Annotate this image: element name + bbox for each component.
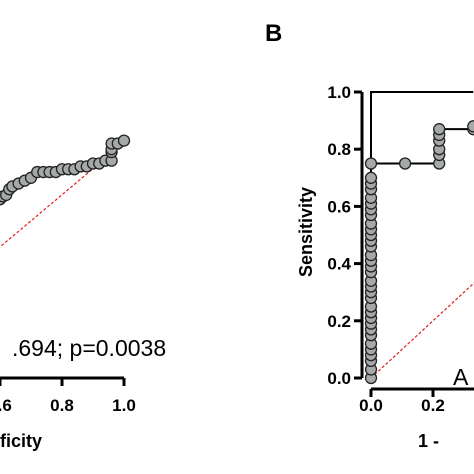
panel-b-point: [398, 157, 412, 170]
panel-a-roc: 0.6 0.8 1.0 .694; p=0.0038 ficity: [0, 134, 166, 451]
panel-a-x-ticks: 0.6 0.8 1.0: [0, 378, 136, 415]
panel-b-roc: B 0.0 0.2 0.4 0.6 0.8 1.0 0.0 0.2 A Sensitivit…: [265, 20, 474, 451]
panel-a-point: [117, 134, 131, 147]
panel-b-y-tick-label: 0.6: [327, 197, 351, 216]
panel-a-x-tick-label: 1.0: [112, 396, 136, 415]
panel-b-point: [433, 123, 446, 136]
panel-b-y-tick-label: 0.8: [327, 140, 351, 159]
panel-b-x-ticks: 0.0 0.2: [359, 389, 445, 415]
panel-a-reference-line: [0, 163, 100, 248]
panel-a-x-tick-label: 0.6: [0, 396, 12, 415]
panel-a-x-tick-label: 0.8: [50, 396, 74, 415]
panel-b-x-tick-label: 0.2: [421, 396, 445, 415]
panel-b-y-tick-label: 0.0: [327, 369, 351, 388]
panel-b-y-ticks: 0.0 0.2 0.4 0.6 0.8 1.0: [327, 83, 362, 388]
panel-a-auc-annotation: .694; p=0.0038: [12, 335, 166, 361]
panel-b-auc-annotation: A: [453, 364, 469, 390]
panel-b-x-tick-label: 0.0: [359, 396, 383, 415]
panel-b-point: [364, 157, 378, 170]
panel-b-label: B: [265, 20, 282, 47]
panel-b-x-axis-label: 1 -: [418, 431, 439, 451]
panel-a-x-axis-label: ficity: [0, 431, 42, 451]
panel-b-point: [467, 120, 474, 133]
panel-b-roc-curve: [370, 126, 474, 378]
panel-b-reference-line: [370, 282, 474, 379]
panel-b-y-axis-label: Sensitivity: [296, 187, 316, 277]
panel-b-y-tick-label: 0.4: [327, 255, 351, 274]
panel-b-roc-top-segment: [370, 91, 474, 164]
panel-b-y-tick-label: 0.2: [327, 312, 351, 331]
panel-b-point: [364, 171, 378, 184]
panel-b-points: [364, 120, 474, 385]
panel-a-points: [0, 134, 131, 206]
panel-b-y-tick-label: 1.0: [327, 83, 351, 102]
